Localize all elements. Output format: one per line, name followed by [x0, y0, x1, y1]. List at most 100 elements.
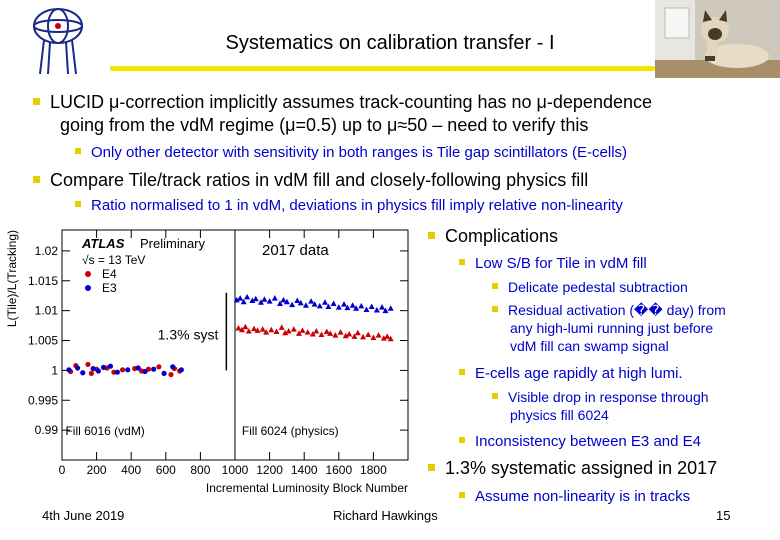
visible-line1: Visible drop in response through — [508, 389, 709, 405]
x-tick-label: 600 — [156, 463, 176, 477]
legend-marker-e3 — [85, 285, 91, 291]
ecells-item: E-cells age rapidly at high lumi. — [459, 364, 683, 383]
e3-point — [244, 293, 251, 300]
legend-label-e4: E4 — [102, 267, 117, 281]
e4-point — [351, 333, 358, 339]
e4-point — [251, 325, 258, 332]
e3-point — [363, 306, 370, 312]
e3-point — [95, 368, 101, 374]
e4-point — [238, 326, 245, 333]
pedestal-item: Delicate pedestal subtraction — [492, 278, 777, 296]
x-tick-label: 1200 — [256, 463, 283, 477]
bullet-lucid: LUCID μ-correction implicitly assumes tr… — [33, 91, 773, 137]
e3-point — [257, 299, 264, 305]
e4-point — [263, 329, 270, 335]
e4-point — [259, 326, 266, 332]
x-tick-label: 0 — [59, 463, 66, 477]
energy-label: √s = 13 TeV — [82, 253, 145, 267]
e3-point — [358, 302, 365, 309]
e4-point — [309, 330, 316, 337]
e4-point — [337, 329, 344, 335]
e4-point — [387, 335, 394, 342]
e4-point — [273, 328, 280, 335]
e3-point — [161, 370, 167, 376]
fill-vdm-label: Fill 6016 (vdM) — [65, 424, 144, 438]
e4-point — [235, 324, 242, 331]
x-tick-label: 800 — [190, 463, 210, 477]
e3-point — [368, 303, 375, 309]
bullet-marker — [428, 231, 435, 239]
systematic-item: 1.3% systematic assigned in 2017 — [428, 458, 717, 479]
e4-point — [360, 333, 367, 340]
residual-item: Residual activation (�� day) from any hi… — [492, 301, 777, 355]
e4-point — [278, 324, 285, 330]
bullet-marker — [428, 463, 435, 471]
atlas-label: ATLAS — [81, 236, 125, 251]
residual-line3: vdM fill can swamp signal — [510, 338, 669, 354]
e3-point — [382, 307, 389, 314]
e3-point — [271, 295, 278, 301]
e4-point — [296, 330, 303, 336]
inconsistency-item: Inconsistency between E3 and E4 — [459, 432, 701, 451]
bullet-marker — [75, 148, 81, 155]
complications-text: Complications — [445, 226, 559, 246]
e4-point — [85, 361, 91, 368]
e3-point — [240, 298, 247, 305]
e3-point — [74, 365, 81, 371]
e3-point — [302, 302, 309, 308]
e4-point — [299, 327, 306, 333]
bullet-lucid-sub-text: Only other detector with sensitivity in … — [91, 144, 628, 161]
e4-point — [318, 331, 325, 338]
y-tick-label: 0.99 — [35, 423, 59, 437]
e3-point — [308, 298, 315, 304]
e3-point — [249, 297, 256, 303]
slide-title: Systematics on calibration transfer - I — [225, 32, 555, 54]
e3-point — [379, 304, 386, 310]
x-tick-label: 200 — [87, 463, 107, 477]
e3-point — [142, 368, 148, 375]
e3-point — [297, 299, 304, 306]
e3-point — [289, 301, 296, 308]
footer-date: 4th June 2019 — [42, 508, 125, 523]
data-year-label: 2017 data — [262, 242, 329, 259]
e4-point — [156, 364, 162, 370]
title-underline — [110, 66, 655, 71]
bullet-lucid-line1: LUCID μ-correction implicitly assumes tr… — [50, 92, 652, 112]
pedestal-text: Delicate pedestal subtraction — [508, 279, 688, 295]
e3-point — [135, 365, 141, 371]
e3-point — [344, 304, 351, 311]
x-tick-label: 400 — [121, 463, 141, 477]
cat-photo — [655, 0, 780, 78]
residual-line2: any high-lumi running just before — [510, 320, 714, 336]
e3-point — [178, 367, 184, 373]
e3-point — [325, 303, 332, 309]
e3-point — [125, 367, 131, 373]
e3-point — [170, 364, 176, 370]
e3-point — [387, 305, 394, 311]
e4-point — [290, 326, 297, 332]
e4-point — [384, 333, 391, 339]
e4-point — [375, 332, 382, 338]
e4-point — [327, 330, 334, 336]
syst-label: 1.3% syst — [158, 327, 219, 343]
legend-marker-e4 — [85, 271, 91, 277]
low-sb-text: Low S/B for Tile in vdM fill — [475, 255, 647, 272]
x-tick-label: 1400 — [291, 463, 318, 477]
y-tick-label: 1 — [51, 363, 58, 377]
assume-text: Assume non-linearity is in tracks — [475, 488, 691, 505]
e4-point — [304, 329, 311, 335]
e3-point — [107, 363, 114, 369]
e3-point — [80, 370, 86, 376]
x-axis-label: Incremental Luminosity Block Number — [206, 481, 408, 495]
y-axis-label: L(Tile)/L(Tracking) — [5, 230, 19, 327]
y-tick-label: 1.005 — [28, 334, 58, 348]
visible-line2: physics fill 6024 — [510, 407, 609, 423]
e4-point — [254, 327, 261, 333]
e4-point — [346, 330, 353, 337]
e4-point — [168, 371, 174, 378]
x-tick-label: 1600 — [325, 463, 352, 477]
e3-point — [321, 299, 328, 305]
footer-author: Richard Hawkings — [333, 508, 438, 523]
e4-point — [285, 327, 292, 334]
y-tick-label: 1.015 — [28, 274, 58, 288]
